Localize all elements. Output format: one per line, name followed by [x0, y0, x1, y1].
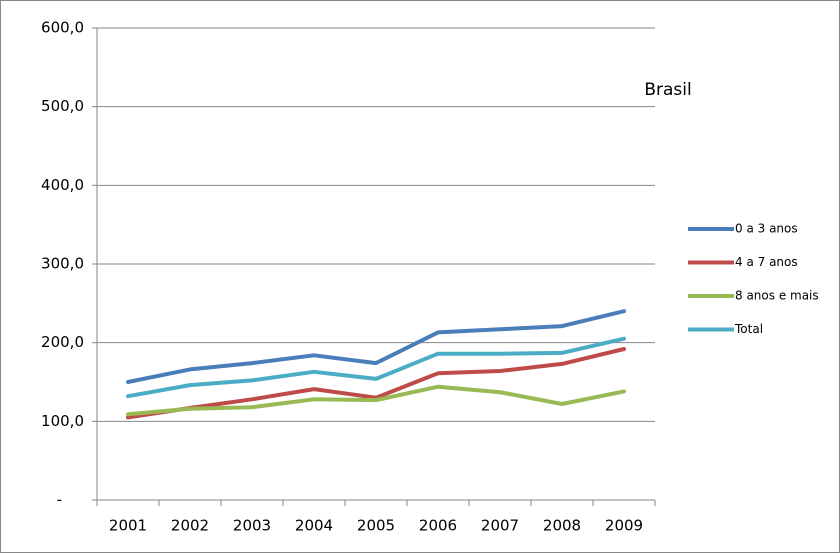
x-tick-label: 2001 — [109, 517, 147, 535]
y-tick-label: 200,0 — [41, 333, 84, 351]
y-tick-label: 300,0 — [41, 255, 84, 273]
y-tick-label: 600,0 — [41, 19, 84, 37]
x-tick-label: 2002 — [171, 517, 209, 535]
x-tick-label: 2003 — [233, 517, 271, 535]
y-tick-label: - — [57, 491, 62, 509]
series-line — [126, 309, 626, 384]
series-line — [126, 336, 626, 399]
legend-label: 4 a 7 anos — [735, 255, 798, 269]
series-line — [126, 384, 626, 417]
chart-title: Brasil — [644, 80, 691, 100]
series-line — [126, 347, 626, 420]
x-tick-label: 2006 — [419, 517, 457, 535]
x-tick-label: 2008 — [543, 517, 581, 535]
y-tick-label: 100,0 — [41, 412, 84, 430]
x-tick-label: 2007 — [481, 517, 519, 535]
legend-label: Total — [734, 322, 763, 336]
y-tick-label: 400,0 — [41, 176, 84, 194]
legend-label: 0 a 3 anos — [735, 222, 798, 236]
y-tick-label: 500,0 — [41, 97, 84, 115]
legend-label: 8 anos e mais — [735, 289, 819, 303]
x-tick-label: 2009 — [605, 517, 643, 535]
x-tick-label: 2005 — [357, 517, 395, 535]
x-tick-label: 2004 — [295, 517, 333, 535]
